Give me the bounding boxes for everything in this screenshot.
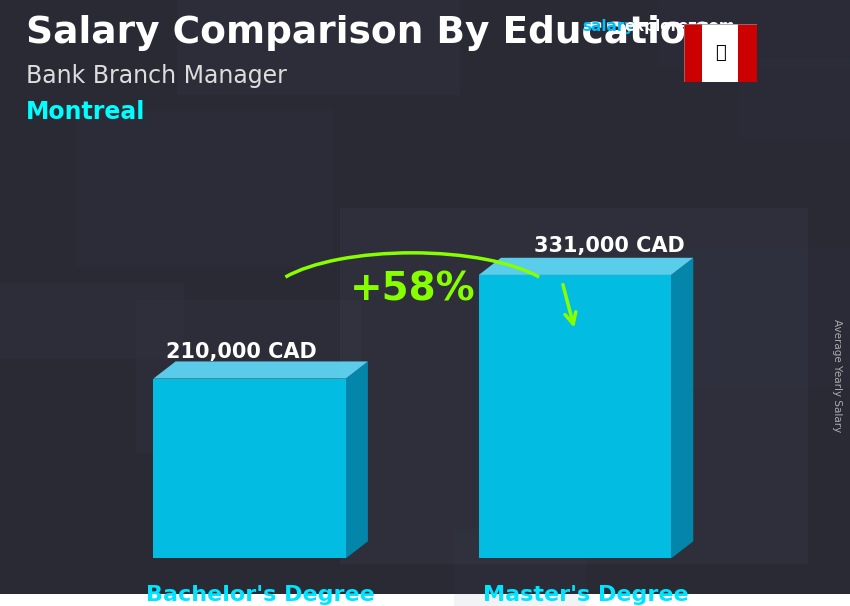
Bar: [340, 208, 808, 564]
Bar: [76, 109, 333, 267]
Bar: [479, 275, 672, 559]
Bar: [738, 59, 850, 140]
Polygon shape: [346, 361, 368, 559]
Bar: [702, 24, 739, 82]
Text: 331,000 CAD: 331,000 CAD: [534, 236, 684, 256]
Bar: [153, 379, 346, 559]
Text: explorer.com: explorer.com: [625, 19, 735, 35]
Text: 🍁: 🍁: [715, 44, 726, 62]
Bar: [177, 0, 460, 95]
Text: +58%: +58%: [349, 270, 475, 308]
Bar: [739, 24, 756, 82]
Text: Montreal: Montreal: [26, 100, 144, 124]
Polygon shape: [153, 361, 368, 379]
Text: Master's Degree: Master's Degree: [483, 585, 688, 605]
Text: Bank Branch Manager: Bank Branch Manager: [26, 64, 286, 88]
Text: salary: salary: [582, 19, 635, 35]
Bar: [684, 24, 702, 82]
Bar: [657, 0, 850, 68]
Text: Salary Comparison By Education: Salary Comparison By Education: [26, 15, 711, 51]
Polygon shape: [479, 258, 694, 275]
Bar: [0, 283, 184, 359]
Text: Average Yearly Salary: Average Yearly Salary: [832, 319, 842, 432]
Bar: [681, 247, 850, 387]
Polygon shape: [671, 258, 694, 559]
Bar: [454, 529, 586, 606]
Bar: [136, 300, 360, 453]
Text: 210,000 CAD: 210,000 CAD: [166, 342, 316, 362]
Text: Bachelor's Degree: Bachelor's Degree: [146, 585, 375, 605]
